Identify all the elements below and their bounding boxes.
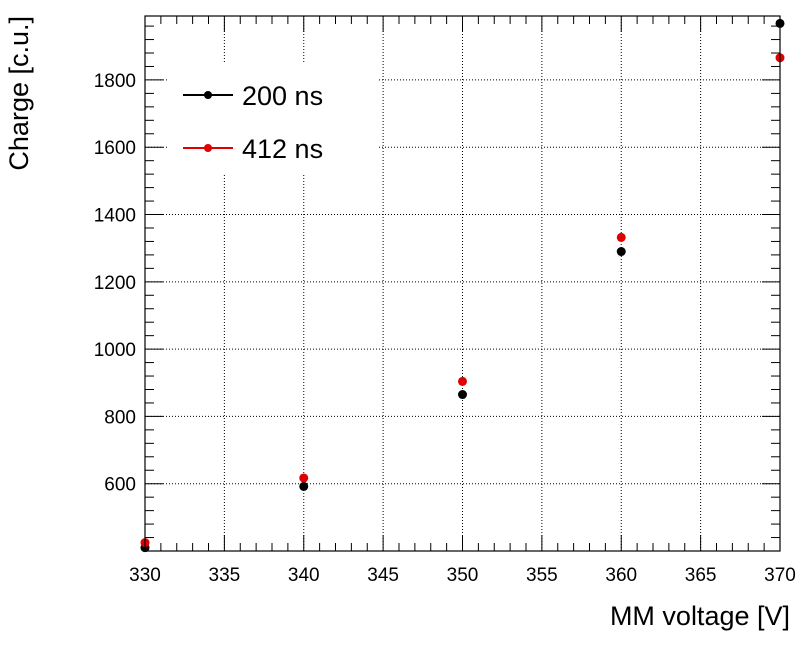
data-point-series-1 — [458, 390, 467, 400]
y-tick-label: 1600 — [94, 138, 136, 159]
y-tick-label: 1800 — [94, 71, 136, 92]
x-tick-label: 335 — [209, 565, 241, 586]
y-axis-title: Charge [c.u.] — [4, 16, 34, 171]
data-point-series-1 — [299, 481, 309, 491]
tick-labels: 330 335 340 345 350 355 360 365 370 600 800 1000 120… — [94, 71, 796, 586]
x-tick-label: 360 — [605, 565, 637, 586]
x-tick-label: 340 — [288, 565, 320, 586]
legend: 200 ns 412 ns — [168, 64, 378, 174]
x-tick-label: 345 — [367, 565, 399, 586]
data-point-series-2 — [458, 376, 467, 386]
legend-label-200ns: 200 ns — [242, 81, 323, 111]
x-tick-label: 355 — [526, 565, 558, 586]
x-tick-label: 370 — [764, 565, 796, 586]
y-tick-label: 1400 — [94, 206, 136, 227]
x-tick-label: 330 — [129, 565, 161, 586]
y-tick-label: 1200 — [94, 273, 136, 294]
legend-marker-412ns — [204, 144, 212, 152]
data-point-series-1 — [616, 247, 626, 257]
data-point-series-2 — [616, 232, 626, 242]
legend-background — [168, 64, 378, 174]
legend-marker-200ns — [204, 91, 212, 99]
y-tick-label: 1000 — [94, 340, 136, 361]
y-tick-label: 600 — [104, 475, 136, 496]
plot-frame — [144, 15, 781, 552]
x-tick-label: 365 — [685, 565, 717, 586]
x-axis-title: MM voltage [V] — [610, 601, 790, 631]
axis-ticks — [144, 16, 781, 551]
legend-label-412ns: 412 ns — [242, 134, 323, 164]
data-point-series-2 — [299, 473, 309, 483]
x-tick-label: 350 — [447, 565, 479, 586]
y-tick-label: 800 — [104, 407, 136, 428]
